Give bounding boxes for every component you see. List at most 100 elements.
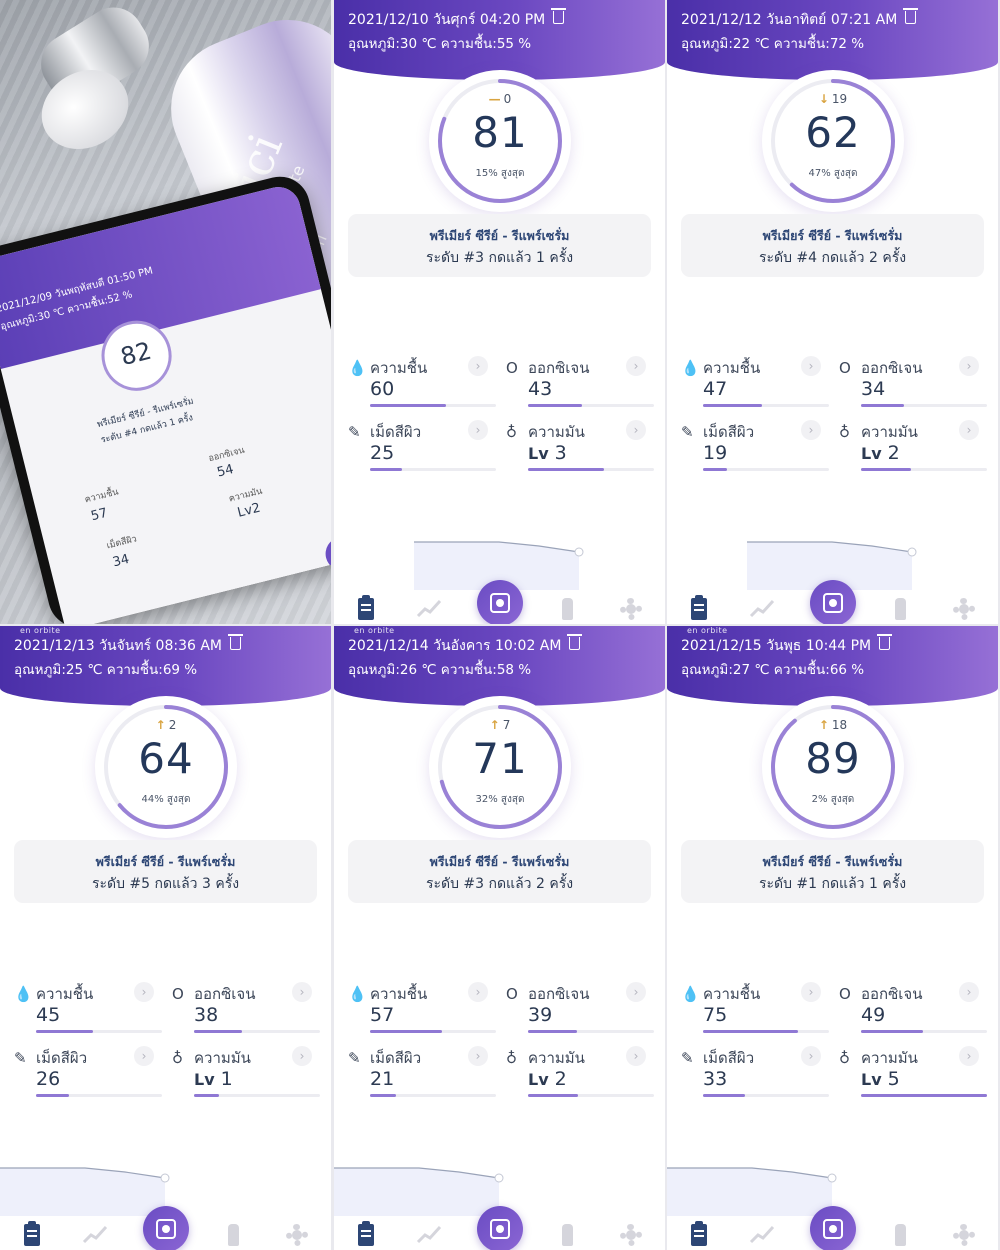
metric-label: ความมัน <box>194 1049 251 1067</box>
trend-area <box>334 1168 499 1216</box>
gear-icon[interactable] <box>620 598 642 620</box>
metric-oxygen[interactable]: O ออกซิเจน › 39 <box>506 982 656 1042</box>
chevron-right-icon[interactable]: › <box>468 420 488 440</box>
chevron-right-icon[interactable]: › <box>626 420 646 440</box>
top-percentile: 32% สูงสุด <box>475 794 525 805</box>
chevron-right-icon[interactable]: › <box>801 356 821 376</box>
chevron-right-icon[interactable]: › <box>959 356 979 376</box>
product-card[interactable]: พรีเมียร์ ซีรีย์ - รีแพร์เซรั่ม ระดับ #4 … <box>681 214 984 277</box>
oil-level-value: 2 <box>548 1068 567 1090</box>
clipboard-icon[interactable] <box>691 1221 707 1246</box>
trash-icon[interactable] <box>903 8 919 24</box>
metric-moisture[interactable]: 💧 ความชื้น › 57 <box>348 982 498 1042</box>
water-drop-icon: 💧 <box>681 359 700 377</box>
metric-label: เม็ดสีผิว <box>703 1049 755 1067</box>
tube-icon[interactable] <box>562 598 573 620</box>
gear-icon[interactable] <box>953 1224 975 1246</box>
trash-icon[interactable] <box>877 634 893 650</box>
tube-icon[interactable] <box>895 1224 906 1246</box>
level-and-presses: ระดับ #3 กดแล้ว 2 ครั้ง <box>425 876 574 892</box>
product-card[interactable]: พรีเมียร์ ซีรีย์ - รีแพร์เซรั่ม ระดับ #1 … <box>681 840 984 903</box>
chevron-right-icon[interactable]: › <box>292 982 312 1002</box>
scan-button[interactable] <box>477 1206 523 1250</box>
clipboard-icon[interactable] <box>358 1221 374 1246</box>
water-drop-icon: 💧 <box>348 985 367 1003</box>
trend-latest-point <box>574 547 584 557</box>
chart-icon-line <box>749 1225 775 1244</box>
metric-oxygen[interactable]: O ออกซิเจน › 38 <box>172 982 322 1042</box>
ring-progress <box>771 79 895 203</box>
metric-pigment[interactable]: ✎ เม็ดสีผิว › 21 <box>348 1046 498 1106</box>
metric-oil[interactable]: ♁ ความมัน › Lv 2 <box>839 420 989 480</box>
chevron-right-icon[interactable]: › <box>959 982 979 1002</box>
metric-oxygen[interactable]: O ออกซิเจน › 49 <box>839 982 989 1042</box>
environment-readout: อุณหภูมิ:30 ℃ ความชื้น:55 % <box>348 36 532 52</box>
oil-level-value: 5 <box>881 1068 900 1090</box>
metric-pigment[interactable]: ✎ เม็ดสีผิว › 26 <box>14 1046 164 1106</box>
metric-label: เม็ดสีผิว <box>703 423 755 441</box>
trash-icon[interactable] <box>228 634 243 650</box>
metric-value: 45 <box>36 1004 61 1026</box>
chevron-right-icon[interactable]: › <box>134 1046 154 1066</box>
score-delta-value: 7 <box>502 718 511 732</box>
score-ring: —0 81 15% สูงสุด <box>429 70 571 212</box>
chevron-right-icon[interactable]: › <box>134 982 154 1002</box>
scan-button[interactable] <box>810 580 856 624</box>
chevron-right-icon[interactable]: › <box>959 420 979 440</box>
scan-button[interactable] <box>810 1206 856 1250</box>
metric-moisture[interactable]: 💧 ความชื้น › 75 <box>681 982 831 1042</box>
gear-icon[interactable] <box>286 1224 308 1246</box>
chevron-right-icon[interactable]: › <box>468 982 488 1002</box>
metric-value: 47 <box>703 378 728 400</box>
chevron-right-icon[interactable]: › <box>801 1046 821 1066</box>
metric-value: 38 <box>194 1004 219 1026</box>
clipboard-icon[interactable] <box>691 595 707 620</box>
metric-pigment[interactable]: ✎ เม็ดสีผิว › 19 <box>681 420 831 480</box>
chevron-right-icon[interactable]: › <box>801 982 821 1002</box>
metric-pigment[interactable]: ✎ เม็ดสีผิว › 25 <box>348 420 498 480</box>
chevron-right-icon[interactable]: › <box>468 1046 488 1066</box>
metric-oil[interactable]: ♁ ความมัน › Lv 1 <box>172 1046 322 1106</box>
scan-button[interactable] <box>477 580 523 624</box>
metric-bar-fill <box>370 1030 442 1033</box>
scan-button[interactable] <box>143 1206 189 1250</box>
metric-moisture[interactable]: 💧 ความชื้น › 45 <box>14 982 164 1042</box>
chevron-right-icon[interactable]: › <box>626 982 646 1002</box>
metric-moisture[interactable]: 💧 ความชื้น › 60 <box>348 356 498 416</box>
metric-oxygen[interactable]: O ออกซิเจน › 34 <box>839 356 989 416</box>
metric-oxygen[interactable]: O ออกซิเจน › 43 <box>506 356 656 416</box>
score-ring: ↓ 19 62 47% สูงสุด <box>762 70 904 212</box>
gear-icon[interactable] <box>620 1224 642 1246</box>
clipboard-icon[interactable] <box>24 1221 40 1246</box>
clipboard-icon[interactable] <box>358 595 374 620</box>
trash-icon[interactable] <box>567 634 583 650</box>
app-screen: 2021/12/13 วันจันทร์ 08:36 AM อุณหภูมิ:25… <box>0 626 331 1250</box>
gear-icon[interactable] <box>953 598 975 620</box>
metric-label: ออกซิเจน <box>861 359 923 377</box>
trend-chart <box>334 1167 504 1216</box>
chevron-right-icon[interactable]: › <box>292 1046 312 1066</box>
tube-icon[interactable] <box>895 598 906 620</box>
trash-icon[interactable] <box>551 8 567 24</box>
scan-datetime: 2021/12/14 วันอังคาร 10:02 AM <box>348 638 562 654</box>
chevron-right-icon[interactable]: › <box>959 1046 979 1066</box>
trend-chart <box>667 1167 837 1216</box>
metric-oil[interactable]: ♁ ความมัน › Lv 3 <box>506 420 656 480</box>
metric-pigment[interactable]: ✎ เม็ดสีผิว › 33 <box>681 1046 831 1106</box>
metric-oil[interactable]: ♁ ความมัน › Lv 5 <box>839 1046 989 1106</box>
tube-icon[interactable] <box>562 1224 573 1246</box>
chevron-right-icon[interactable]: › <box>626 356 646 376</box>
score-ring-graphic <box>771 79 895 203</box>
chevron-right-icon[interactable]: › <box>801 420 821 440</box>
metric-oil[interactable]: ♁ ความมัน › Lv 2 <box>506 1046 656 1106</box>
metric-moisture[interactable]: 💧 ความชื้น › 47 <box>681 356 831 416</box>
pencil-icon: ✎ <box>681 1049 694 1067</box>
chevron-right-icon[interactable]: › <box>468 356 488 376</box>
app-header: 2021/12/12 วันอาทิตย์ 07:21 AM อุณหภูมิ:2… <box>667 0 998 80</box>
product-card[interactable]: พรีเมียร์ ซีรีย์ - รีแพร์เซรั่ม ระดับ #3 … <box>348 214 651 277</box>
tube-icon[interactable] <box>228 1224 239 1246</box>
product-card[interactable]: พรีเมียร์ ซีรีย์ - รีแพร์เซรั่ม ระดับ #3 … <box>348 840 651 903</box>
chevron-right-icon[interactable]: › <box>626 1046 646 1066</box>
score-delta: ↓ 19 <box>762 92 904 106</box>
product-card[interactable]: พรีเมียร์ ซีรีย์ - รีแพร์เซรั่ม ระดับ #5 … <box>14 840 317 903</box>
